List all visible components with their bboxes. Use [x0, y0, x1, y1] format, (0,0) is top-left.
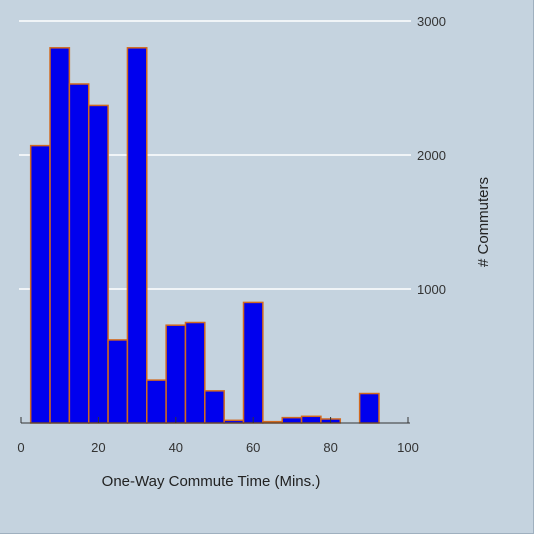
y-tick-label: 3000 — [417, 14, 446, 29]
bars — [29, 47, 380, 424]
y-tick-labels: 1000 2000 3000 — [417, 14, 446, 297]
bar — [204, 390, 225, 424]
bar — [68, 83, 90, 424]
x-axis — [20, 417, 410, 424]
bar — [300, 415, 322, 424]
x-tick-label: 60 — [246, 440, 260, 455]
bar — [49, 47, 71, 424]
y-axis-title: # Commuters — [475, 177, 492, 267]
x-tick-label: 40 — [169, 440, 183, 455]
x-tick-label: 0 — [17, 440, 24, 455]
bar — [126, 47, 148, 424]
bar — [146, 379, 167, 424]
y-tick-label: 2000 — [417, 148, 446, 163]
x-tick-label: 100 — [397, 440, 419, 455]
bar — [184, 321, 206, 424]
bar — [165, 324, 187, 424]
bar — [242, 301, 264, 424]
x-axis-title: One-Way Commute Time (Mins.) — [102, 473, 321, 490]
x-tick-label: 80 — [323, 440, 337, 455]
bar — [107, 339, 129, 424]
bar — [29, 144, 51, 424]
y-tick-label: 1000 — [417, 282, 446, 297]
bar — [281, 416, 303, 424]
bar — [87, 104, 109, 424]
x-tick-label: 20 — [91, 440, 105, 455]
bar — [358, 392, 380, 424]
x-tick-labels: 0 20 40 60 80 100 — [17, 440, 418, 455]
